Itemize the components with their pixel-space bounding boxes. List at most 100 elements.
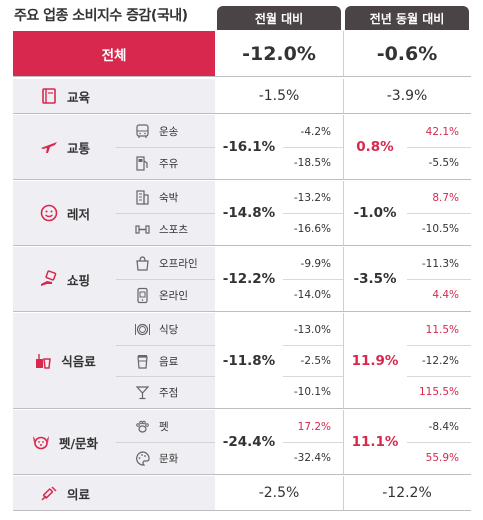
category-row: 펫/문화 펫 17.2% -8.4% 문화 -32.4% 55.9% -24.4% 11.1% [13,410,471,474]
subcategory-name: 주유 [159,157,179,170]
sub-yoy-value: 42.1% [425,125,459,138]
building-icon [134,189,151,206]
category-mom-value: -16.1% [222,139,276,155]
subcategory-name: 음료 [159,355,179,368]
sub-yoy-value: 115.5% [407,376,471,407]
subcategory-name: 운송 [159,126,179,138]
sub-mom-value: -16.6% [283,213,343,244]
header-mom: 전월 대비 [217,6,341,30]
subcategory-label: 오프라인 [116,248,215,279]
category-row: 레저 숙박 -13.2% 8.7% 스포츠 -16.6% -10.5% -14.8% -1.0% [13,181,471,245]
category-row: 교통 운송 -4.2% 42.1% 주유 -18.5% -5.5% -16.1% 0.8% [13,115,471,179]
row-separator [13,311,471,312]
shopping-hand-icon [39,269,59,289]
row-separator [13,245,471,246]
yoy-value: -12.2% [382,485,432,501]
sub-yoy-value: 4.4% [407,279,471,310]
category-name-text: 레저 [66,206,90,222]
category-name: 교육 [13,79,116,113]
category-name: 교통 [13,115,116,179]
category-yoy-value: -1.0% [353,205,397,221]
category-mom-value: -11.8% [222,352,276,369]
chart-title: 주요 업종 소비지수 증감(국내) [14,8,188,24]
sub-yoy-value: -5.5% [407,147,471,178]
subcategory-label: 식당 [116,314,215,345]
subcategory-label: 스포츠 [116,213,215,244]
subcategory-name: 온라인 [159,289,188,302]
syringe-icon [39,483,59,503]
total-label: 전체 [13,31,215,76]
coffee-cup-icon [134,353,151,370]
category-row: 쇼핑 오프라인 -9.9% -11.3% 온라인 -14.0% 4.4% -12.2% -3.5… [13,247,471,311]
row-separator [13,408,471,409]
dumbbell-icon [134,221,151,238]
section-divider [343,410,344,474]
gas-pump-icon [134,155,151,172]
sub-yoy-value: 11.5% [425,323,459,336]
bus-icon [134,123,151,140]
category-name-text: 의료 [66,486,90,502]
category-name-text: 교육 [66,89,90,105]
sub-mom-value: -2.5% [283,345,343,376]
category-name-text: 식음료 [61,354,96,369]
row-separator [13,510,471,511]
section-divider [343,79,344,113]
subcategory-label: 운송 [116,116,215,147]
yoy-value: -3.9% [386,88,428,104]
header-yoy: 전년 동월 대비 [345,6,469,30]
sub-yoy-value: -8.4% [428,420,459,433]
food-drink-icon [33,351,53,371]
row-separator [13,474,471,475]
category-name: 펫/문화 [13,410,116,474]
subcategory-name: 펫 [159,421,169,433]
sub-mom-value: -18.5% [283,147,343,178]
smile-icon [39,203,59,223]
category-row: 의료 -2.5% -12.2% [13,476,471,510]
shopping-bag-icon [134,255,151,272]
row-separator [13,179,471,180]
section-divider [343,313,344,408]
subcategory-label: 주점 [116,376,215,407]
total-divider [343,31,344,76]
sub-yoy-value: 55.9% [407,442,471,473]
category-name-text: 쇼핑 [66,272,90,288]
sub-mom-value: -14.0% [283,279,343,310]
subcategory-name: 식당 [159,324,179,336]
category-mom-value: -12.2% [222,271,276,287]
category-name-text: 펫/문화 [58,435,99,451]
subcategory-name: 주점 [159,386,179,399]
category-yoy-value: 0.8% [356,139,394,155]
category-yoy-value: 11.9% [351,352,399,369]
subcategory-name: 문화 [159,452,179,465]
subcategory-label: 주유 [116,147,215,178]
sub-mom-value: -9.9% [300,257,331,270]
paw-icon [134,418,151,435]
sub-mom-value: -13.2% [293,191,331,204]
palette-icon [134,450,151,467]
mom-value: -2.5% [258,485,300,501]
subcategory-label: 펫 [116,411,215,442]
subcategory-label: 문화 [116,442,215,473]
category-yoy-value: 11.1% [351,434,399,450]
sub-mom-value: -13.0% [293,323,331,336]
total-bottom-line [13,76,471,77]
subcategory-label: 온라인 [116,279,215,310]
airplane-icon [39,137,59,157]
subcategory-name: 오프라인 [159,258,198,270]
book-icon [39,86,59,106]
sub-mom-value: -10.1% [283,376,343,407]
dog-icon [31,432,51,452]
section-divider [343,476,344,510]
category-name-text: 교통 [66,140,90,156]
section-divider [343,115,344,179]
sub-mom-value: -4.2% [300,125,331,138]
mobile-shopping-icon [134,287,151,304]
category-mom-value: -24.4% [222,434,276,450]
subcategory-name: 스포츠 [159,223,188,236]
subcategory-name: 숙박 [159,192,179,204]
cocktail-icon [134,384,151,401]
total-mom-value: -12.0% [242,42,316,65]
category-row: 교육 -1.5% -3.9% [13,79,471,113]
sub-mom-value: -32.4% [283,442,343,473]
subcategory-label: 음료 [116,345,215,376]
